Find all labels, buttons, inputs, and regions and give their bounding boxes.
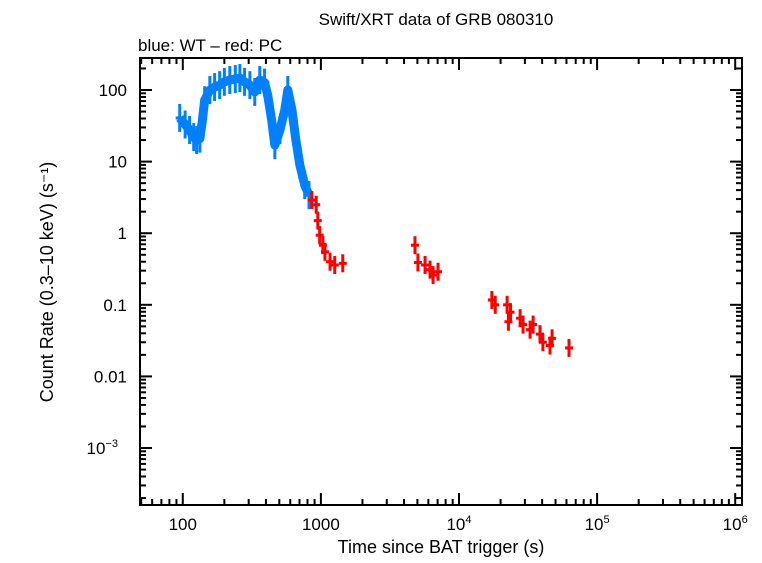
data-point bbox=[198, 108, 207, 137]
data-point bbox=[434, 262, 443, 281]
data-point bbox=[326, 252, 335, 271]
data-point bbox=[410, 236, 419, 255]
data-point bbox=[280, 95, 289, 124]
y-axis-label: Count Rate (0.3–10 keV) (s⁻¹) bbox=[37, 162, 57, 403]
x-tick-label: 1000 bbox=[302, 515, 340, 534]
y-tick-label: 0.01 bbox=[94, 367, 127, 386]
data-point bbox=[421, 255, 430, 274]
data-point bbox=[200, 86, 209, 115]
y-tick-label: 10−3 bbox=[87, 438, 118, 458]
data-point bbox=[548, 329, 557, 348]
data-point bbox=[429, 266, 438, 285]
data-point bbox=[413, 253, 422, 272]
x-tick-label: 100 bbox=[169, 515, 197, 534]
data-point bbox=[283, 76, 292, 105]
x-tick-label: 106 bbox=[723, 514, 748, 534]
data-point bbox=[565, 338, 574, 357]
series-pc bbox=[307, 191, 574, 357]
data-point bbox=[506, 303, 515, 322]
chart-title: Swift/XRT data of GRB 080310 bbox=[319, 10, 554, 29]
data-point bbox=[205, 76, 214, 105]
data-point bbox=[275, 116, 284, 145]
x-tick-label: 104 bbox=[446, 514, 471, 534]
data-point bbox=[312, 195, 321, 214]
data-point bbox=[338, 254, 347, 273]
y-tick-label: 100 bbox=[99, 81, 127, 100]
data-point bbox=[245, 71, 254, 100]
data-point bbox=[263, 81, 272, 110]
y-tick-label: 1 bbox=[118, 224, 127, 243]
data-marks bbox=[175, 64, 574, 357]
data-point bbox=[220, 67, 229, 96]
plot-frame bbox=[139, 57, 743, 506]
data-point bbox=[307, 191, 316, 210]
data-point bbox=[519, 315, 528, 334]
data-point bbox=[504, 312, 513, 331]
data-point bbox=[210, 73, 219, 102]
y-tick-label: 10 bbox=[108, 153, 127, 172]
data-point bbox=[235, 64, 244, 93]
data-point bbox=[175, 103, 184, 132]
data-point bbox=[330, 255, 339, 274]
data-point bbox=[320, 242, 329, 261]
data-point bbox=[240, 67, 249, 96]
data-point bbox=[491, 295, 500, 314]
data-point bbox=[291, 126, 300, 155]
data-point bbox=[181, 110, 190, 139]
data-point bbox=[300, 171, 309, 200]
data-point bbox=[270, 131, 279, 160]
x-axis-label: Time since BAT trigger (s) bbox=[338, 537, 545, 557]
data-point bbox=[215, 71, 224, 100]
data-point bbox=[313, 211, 322, 230]
y-tick-label: 0.1 bbox=[103, 296, 127, 315]
x-tick-label: 105 bbox=[585, 514, 610, 534]
data-point bbox=[315, 226, 324, 245]
data-point bbox=[250, 77, 259, 106]
data-point bbox=[267, 106, 276, 135]
data-point bbox=[255, 66, 264, 95]
series-wt bbox=[175, 64, 314, 210]
data-point bbox=[529, 315, 538, 334]
chart-subtitle: blue: WT – red: PC bbox=[138, 36, 282, 55]
data-point bbox=[287, 95, 296, 124]
data-point bbox=[195, 124, 204, 153]
data-point bbox=[295, 150, 304, 179]
data-point bbox=[538, 333, 547, 352]
